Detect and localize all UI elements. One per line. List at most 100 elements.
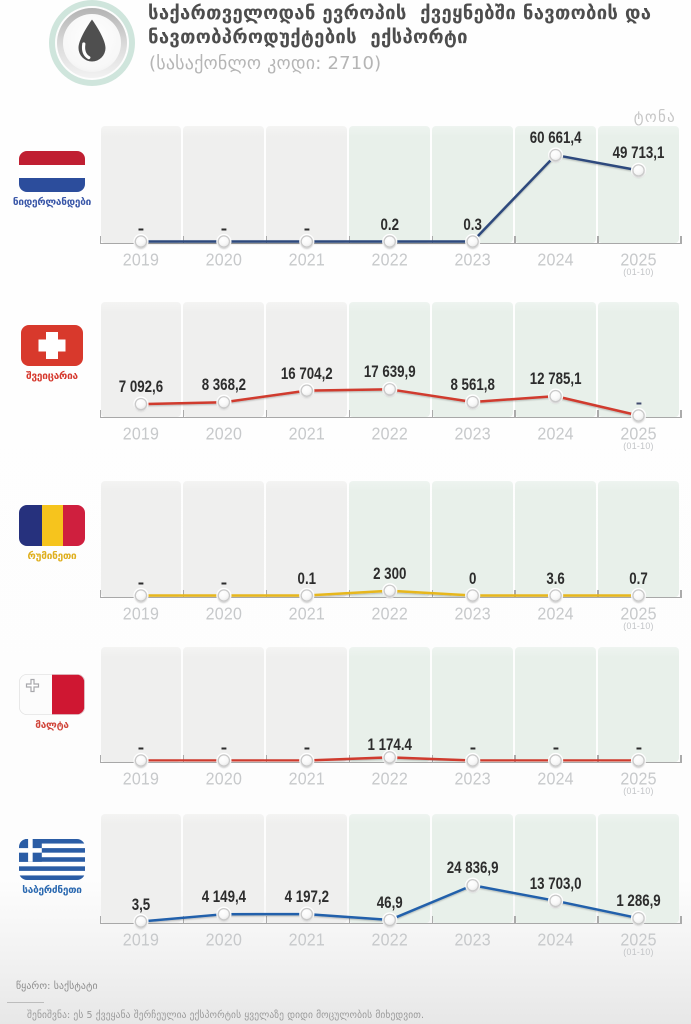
chart-4-year-panel-2024 xyxy=(515,647,597,762)
greece-flag-svg xyxy=(19,839,85,880)
year-label-2023: 2023 xyxy=(454,605,491,624)
year-label-2025: 2025 xyxy=(620,931,657,950)
chart-3-x-axis-tick xyxy=(99,590,102,598)
malta-flag-svg xyxy=(19,674,85,716)
country-label-romania: რუმინეთი xyxy=(27,551,77,562)
year-label-2020: 2020 xyxy=(205,251,243,270)
page-title: საქართველოდან ევროპის ქვეყნებში ნავთობის… xyxy=(148,2,651,50)
year-label-2022: 2022 xyxy=(371,605,408,624)
oil-drop-icon xyxy=(49,0,135,86)
value-label-malta-2021: - xyxy=(303,737,311,757)
value-label-greece-2023: 24 836,9 xyxy=(446,858,499,878)
value-label-malta-2025: - xyxy=(635,737,642,757)
year-label-2024: 2024 xyxy=(537,770,574,789)
year-label-2019: 2019 xyxy=(122,605,160,624)
oil-drop-icon-svg xyxy=(49,0,135,86)
chart-5-x-axis-tick xyxy=(182,916,185,924)
chart-1-x-axis-tick xyxy=(99,236,102,244)
year-note-label: (01-10) xyxy=(623,441,654,451)
chart-1-x-axis xyxy=(99,243,681,245)
chart-1-x-axis-tick xyxy=(597,236,599,244)
value-label-romania-2022: 2 300 xyxy=(373,563,407,583)
year-label-2023: 2023 xyxy=(454,770,491,789)
year-note-label: (01-10) xyxy=(623,947,654,957)
year-label-2021: 2021 xyxy=(288,931,325,950)
year-label-2024: 2024 xyxy=(537,605,574,624)
chart-4-year-panel-2022 xyxy=(349,647,431,762)
year-label-2020: 2020 xyxy=(205,605,243,624)
value-label-switzerland-2024: 12 785,1 xyxy=(529,369,582,389)
value-label-romania-2019: - xyxy=(137,572,145,592)
year-label-2021: 2021 xyxy=(288,425,325,444)
value-label-switzerland-2025: - xyxy=(635,392,642,412)
romania-flag-svg xyxy=(19,505,85,546)
page-subtitle: (სასაქონლო კოდი: 2710) xyxy=(149,53,382,74)
value-label-malta-2019: - xyxy=(137,737,145,757)
flag-switzerland-icon: შვეიცარია xyxy=(19,325,85,382)
chart-3-x-axis-tick xyxy=(514,590,516,598)
note-label: შენიშვნა: ეს 5 ქვეყანა შერჩეულია ექსპორტ… xyxy=(27,1010,425,1021)
chart-5-x-axis-tick xyxy=(265,916,267,924)
year-note-label: (01-10) xyxy=(623,786,654,796)
value-label-netherlands-2019: - xyxy=(137,218,145,238)
value-label-netherlands-2025: 49 713,1 xyxy=(612,143,665,163)
chart-2-year-panel-2022 xyxy=(349,302,431,417)
chart-2-year-panel-2021 xyxy=(266,302,348,417)
year-label-2021: 2021 xyxy=(288,251,325,270)
country-label-greece: საბერძნეთი xyxy=(22,885,82,896)
chart-4-year-panel-2023 xyxy=(432,647,514,762)
chart-4-x-axis-tick xyxy=(680,755,682,763)
year-label-2024: 2024 xyxy=(537,251,574,270)
value-label-greece-2022: 46,9 xyxy=(376,893,403,912)
chart-3-x-axis-tick xyxy=(597,590,599,598)
year-label-2023: 2023 xyxy=(454,251,491,270)
country-label-malta: მალტა xyxy=(35,720,69,731)
chart-3-x-axis-tick xyxy=(348,590,350,598)
chart-5-x-axis-tick xyxy=(431,916,433,924)
year-label-2025: 2025 xyxy=(620,251,657,270)
chart-4-year-panel-2019 xyxy=(100,647,182,762)
chart-3-year-panel-2022 xyxy=(349,481,431,597)
chart-3-year-panel-2024 xyxy=(515,481,597,597)
year-note-label: (01-10) xyxy=(623,267,654,277)
country-label-netherlands: ნიდერლანდები xyxy=(12,197,92,208)
value-label-malta-2020: - xyxy=(220,737,228,757)
chart-1-x-axis-tick xyxy=(514,236,516,244)
chart-2-year-panel-2019 xyxy=(100,302,182,417)
unit-label: ტონა xyxy=(633,108,676,126)
value-label-switzerland-2021: 16 704,2 xyxy=(280,363,333,383)
year-label-2025: 2025 xyxy=(620,770,657,789)
chart-4-x-axis-tick xyxy=(99,755,102,763)
chart-3-year-panel-2020 xyxy=(183,481,265,597)
chart-2-year-panel-2020 xyxy=(183,302,265,417)
chart-5-x-axis-tick xyxy=(514,916,516,924)
chart-2-x-axis xyxy=(99,417,681,419)
year-label-2020: 2020 xyxy=(205,770,243,789)
chart-3-year-panel-2023 xyxy=(432,481,514,597)
value-label-switzerland-2022: 17 639,9 xyxy=(363,362,416,382)
flag-malta-icon: მალტა xyxy=(19,674,85,731)
year-label-2023: 2023 xyxy=(454,931,491,950)
value-label-malta-2023: - xyxy=(469,737,476,757)
chart-2-x-axis-tick xyxy=(431,410,433,418)
page-title-line1: საქართველოდან ევროპის ქვეყნებში ნავთობის… xyxy=(148,3,652,24)
year-label-2025: 2025 xyxy=(620,425,657,444)
year-label-2019: 2019 xyxy=(122,770,160,789)
footer-divider xyxy=(7,1002,44,1003)
year-label-2020: 2020 xyxy=(205,931,243,950)
year-label-2019: 2019 xyxy=(122,251,160,270)
flag-romania-icon: რუმინეთი xyxy=(19,505,85,562)
value-label-romania-2025: 0.7 xyxy=(629,568,648,588)
value-label-greece-2025: 1 286,9 xyxy=(616,891,661,911)
year-label-2019: 2019 xyxy=(122,931,160,950)
year-label-2025: 2025 xyxy=(620,605,657,624)
chart-2-x-axis-tick xyxy=(680,410,682,418)
chart-4-x-axis xyxy=(99,762,681,764)
chart-2-year-panel-2023 xyxy=(432,302,514,417)
chart-3-year-panel-2019 xyxy=(100,481,182,597)
chart-1-x-axis-tick xyxy=(680,236,682,244)
value-label-netherlands-2024: 60 661,4 xyxy=(529,128,582,148)
chart-2-x-axis-tick xyxy=(99,410,102,418)
year-label-2019: 2019 xyxy=(122,425,160,444)
